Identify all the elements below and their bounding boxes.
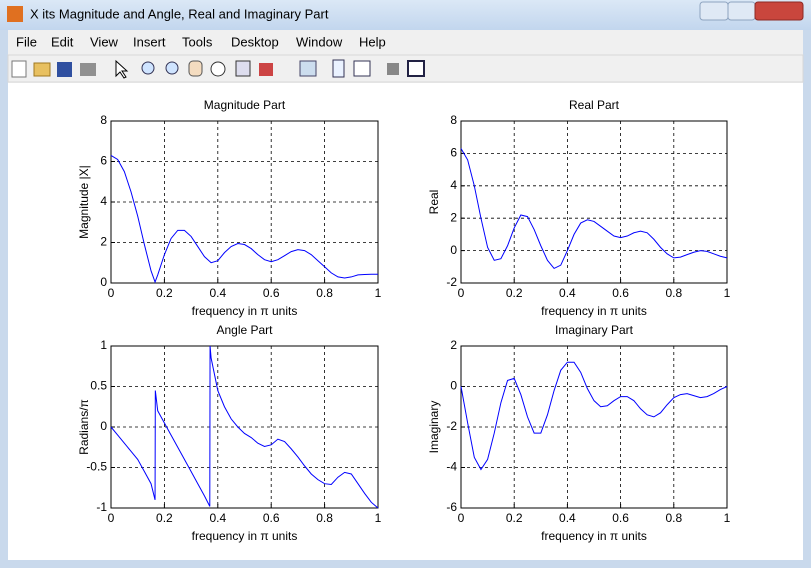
menu-item[interactable]: Window	[296, 34, 343, 49]
app-icon	[7, 6, 23, 22]
chart-title: Imaginary Part	[555, 323, 634, 337]
select-icon[interactable]	[115, 59, 129, 79]
y-axis-label: Imaginary	[427, 401, 441, 454]
y-tick-label: 2	[450, 338, 457, 352]
x-tick-label: 0.4	[559, 511, 576, 525]
axes-frame	[110, 120, 379, 284]
chart-title: Angle Part	[216, 323, 273, 337]
data-line	[460, 361, 728, 471]
data-line	[110, 345, 379, 509]
y-axis-label: Radians/π	[77, 399, 91, 455]
y-tick-label: -6	[446, 500, 457, 514]
x-tick-label: 0.2	[156, 286, 173, 300]
x-tick-label: 1	[375, 511, 382, 525]
x-tick-label: 0.4	[209, 286, 226, 300]
menu-item[interactable]: Edit	[51, 34, 74, 49]
x-axis-label: frequency in π units	[192, 529, 298, 543]
print-icon[interactable]	[80, 63, 96, 76]
x-tick-label: 1	[724, 511, 731, 525]
y-tick-label: 6	[100, 154, 107, 168]
x-tick-label: 0.8	[665, 286, 682, 300]
y-tick-label: 1	[100, 338, 107, 352]
pan-icon[interactable]	[188, 60, 203, 77]
toolbar	[7, 54, 804, 83]
x-axis-label: frequency in π units	[541, 304, 647, 318]
menu-item[interactable]: Help	[359, 34, 386, 49]
y-axis-label: Magnitude |X|	[77, 165, 91, 239]
minimize-button[interactable]	[699, 1, 729, 21]
y-tick-label: 0.5	[90, 379, 107, 393]
x-tick-label: 0	[458, 286, 465, 300]
y-tick-label: -4	[446, 460, 457, 474]
legend-icon[interactable]	[353, 60, 371, 77]
y-tick-label: 8	[450, 113, 457, 127]
y-tick-label: 0	[100, 419, 107, 433]
axes-frame	[460, 345, 728, 509]
x-tick-label: 0	[458, 511, 465, 525]
y-tick-label: -2	[446, 275, 457, 289]
chart-title: Real Part	[569, 98, 620, 112]
menu-item[interactable]: Insert	[133, 34, 166, 49]
x-tick-label: 0.8	[665, 511, 682, 525]
window-title: X its Magnitude and Angle, Real and Imag…	[30, 6, 329, 21]
zoom-out-icon[interactable]	[165, 61, 179, 75]
chart-title: Magnitude Part	[204, 98, 286, 112]
maximize-button[interactable]	[727, 1, 756, 21]
x-tick-label: 0.2	[506, 511, 523, 525]
y-tick-label: 0	[100, 275, 107, 289]
x-tick-label: 0.4	[559, 286, 576, 300]
menu-item[interactable]: Desktop	[231, 34, 279, 49]
colorbar-icon[interactable]	[332, 59, 345, 78]
x-tick-label: 1	[724, 286, 731, 300]
zoom-in-icon[interactable]	[141, 61, 155, 75]
y-tick-label: -0.5	[86, 460, 107, 474]
brush-icon[interactable]	[259, 63, 273, 76]
x-axis-label: frequency in π units	[541, 529, 647, 543]
x-axis-label: frequency in π units	[192, 304, 298, 318]
y-tick-label: 2	[100, 235, 107, 249]
y-tick-label: 4	[100, 194, 107, 208]
hide-tools-icon[interactable]	[387, 63, 399, 75]
x-tick-label: 0.2	[156, 511, 173, 525]
menu-item[interactable]: Tools	[182, 34, 213, 49]
x-tick-label: 0.6	[263, 286, 280, 300]
close-button[interactable]	[754, 1, 804, 21]
x-tick-label: 0.6	[263, 511, 280, 525]
y-tick-label: 6	[450, 146, 457, 160]
x-tick-label: 1	[375, 286, 382, 300]
x-tick-label: 0.6	[612, 511, 629, 525]
y-tick-label: 8	[100, 113, 107, 127]
menu-item[interactable]: View	[90, 34, 119, 49]
y-tick-label: 2	[450, 210, 457, 224]
x-tick-label: 0.6	[612, 286, 629, 300]
datacursor-icon[interactable]	[235, 60, 251, 77]
y-axis-label: Real	[427, 190, 441, 215]
x-tick-label: 0.8	[316, 286, 333, 300]
open-icon[interactable]	[33, 62, 51, 77]
toolbar-icons	[11, 59, 425, 79]
axes-frame	[460, 120, 728, 284]
data-line	[460, 148, 728, 270]
y-tick-label: -2	[446, 419, 457, 433]
x-tick-label: 0	[108, 286, 115, 300]
y-tick-label: 0	[450, 379, 457, 393]
link-icon[interactable]	[299, 60, 317, 77]
data-line	[110, 155, 378, 284]
y-tick-label: 4	[450, 178, 457, 192]
title-bar	[0, 0, 811, 30]
rotate-icon[interactable]	[210, 61, 226, 77]
dock-icon[interactable]	[407, 60, 425, 77]
y-tick-label: 0	[450, 243, 457, 257]
new-icon[interactable]	[11, 60, 27, 78]
x-tick-label: 0.2	[506, 286, 523, 300]
save-icon[interactable]	[57, 62, 72, 77]
x-tick-label: 0.4	[209, 511, 226, 525]
menu-item[interactable]: File	[16, 34, 37, 49]
x-tick-label: 0.8	[316, 511, 333, 525]
x-tick-label: 0	[108, 511, 115, 525]
y-tick-label: -1	[96, 500, 107, 514]
